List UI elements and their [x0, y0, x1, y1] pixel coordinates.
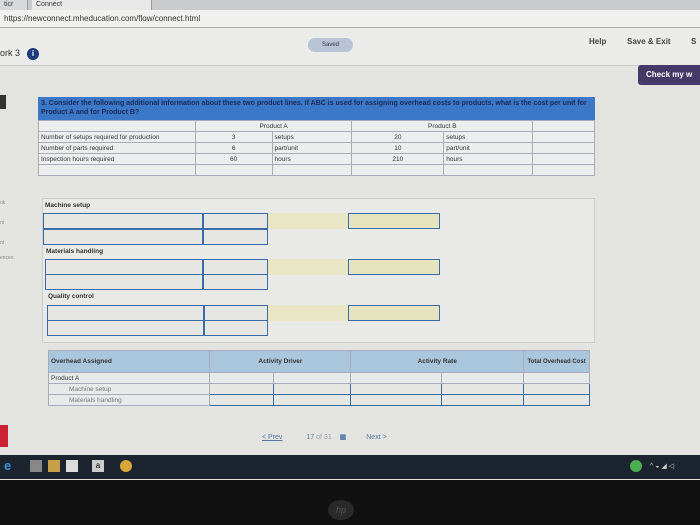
current-page: 17 — [306, 434, 315, 441]
input-field[interactable] — [273, 383, 352, 395]
next-button[interactable]: Next > — [366, 434, 387, 441]
assignment-title: ork 3 — [0, 48, 21, 58]
input-field[interactable] — [209, 383, 275, 395]
column-header: Activity Rate — [350, 350, 525, 373]
input-field[interactable] — [203, 229, 268, 245]
input-field[interactable] — [348, 305, 440, 321]
input-field[interactable] — [45, 259, 203, 275]
sidebar-item[interactable]: nt — [0, 240, 5, 246]
browser-tab[interactable]: ticr — [0, 0, 28, 10]
cell: part/unit — [271, 142, 353, 154]
input-field[interactable] — [350, 383, 442, 395]
input-field[interactable] — [43, 213, 203, 229]
store-icon[interactable] — [66, 460, 78, 472]
row-label: Inspection hours required — [38, 153, 196, 165]
input-field[interactable] — [47, 305, 204, 321]
readonly-cell — [268, 259, 348, 275]
side-tab — [0, 425, 8, 447]
prev-button[interactable]: < Prev — [262, 434, 283, 441]
taskview-icon[interactable] — [30, 460, 42, 472]
product-b-header: Product B — [351, 120, 534, 132]
row-label: Machine setup — [47, 383, 211, 395]
readonly-cell — [268, 305, 348, 321]
table-row: Inspection hours required 60 hours 210 hours — [38, 153, 595, 165]
amazon-icon[interactable]: a — [92, 460, 104, 472]
section-label: Machine setup — [45, 202, 91, 209]
grid-icon[interactable]: ▦ — [339, 434, 347, 441]
cell: 20 — [351, 131, 445, 143]
product-a-header: Product A — [194, 120, 353, 132]
info-table: Product A Product B Number of setups requ… — [38, 120, 595, 176]
tray-icon[interactable] — [630, 460, 642, 472]
input-field[interactable] — [348, 259, 440, 275]
address-bar[interactable]: https://newconnect.mheducation.com/flow/… — [0, 10, 700, 28]
sidebar-item[interactable]: nt — [0, 220, 5, 226]
cell: 6 — [194, 142, 273, 154]
page-total: of 31 — [316, 434, 332, 441]
row-label: Materials handling — [47, 394, 211, 406]
help-link[interactable]: Help — [589, 37, 607, 46]
save-exit-link[interactable]: Save & Exit — [627, 37, 671, 46]
file-explorer-icon[interactable] — [48, 460, 60, 472]
column-header: Activity Driver — [209, 350, 352, 373]
overhead-table: Overhead Assigned Activity Driver Activity… — [47, 350, 590, 406]
cell: 3 — [194, 131, 273, 143]
input-field[interactable] — [45, 274, 203, 290]
section-label: Materials handling — [46, 248, 104, 255]
input-field[interactable] — [440, 383, 525, 395]
cell: 210 — [351, 153, 445, 165]
sidebar-item[interactable]: ences — [0, 255, 14, 261]
browser-tab-strip: ticr Connect — [0, 0, 700, 10]
chrome-icon[interactable] — [120, 460, 132, 472]
cell: setups — [443, 131, 534, 143]
submit-link[interactable]: S — [691, 37, 697, 46]
column-header: Overhead Assigned — [47, 350, 211, 373]
cell: hours — [443, 153, 534, 165]
input-field[interactable] — [203, 274, 268, 290]
input-field[interactable] — [523, 383, 590, 395]
row-label: Number of setups required for production — [38, 131, 196, 143]
row-label: Number of parts required — [38, 142, 196, 154]
column-header: Total Overhead Cost — [523, 350, 590, 373]
input-field[interactable] — [523, 394, 590, 406]
readonly-cell — [268, 213, 348, 229]
cell: setups — [271, 131, 353, 143]
info-icon[interactable]: i — [27, 48, 39, 60]
table-row: Number of setups required for production… — [38, 131, 595, 143]
taskbar — [0, 455, 700, 479]
input-field[interactable] — [209, 394, 275, 406]
hp-logo: hp — [328, 500, 354, 520]
input-field[interactable] — [350, 394, 442, 406]
saved-badge: Saved — [308, 38, 353, 52]
cell: 10 — [351, 142, 445, 154]
tray-icons[interactable]: ^ ◒ ◢ ◁ — [650, 463, 675, 470]
product-label: Product A — [47, 372, 211, 384]
input-field[interactable] — [440, 394, 525, 406]
input-field[interactable] — [273, 394, 352, 406]
input-field[interactable] — [203, 259, 268, 275]
table-row: Number of parts required 6 part/unit 10 part… — [38, 142, 595, 154]
check-my-work-button[interactable]: Check my w — [638, 65, 700, 85]
input-field[interactable] — [43, 229, 203, 245]
screen: ticr Connect https://newconnect.mheducat… — [0, 0, 700, 480]
edge-icon[interactable]: e — [4, 458, 12, 473]
cell: 60 — [194, 153, 273, 165]
section-label: Quality control — [48, 293, 94, 300]
input-field[interactable] — [204, 320, 268, 336]
cell: hours — [271, 153, 353, 165]
sidebar-item[interactable]: ok — [0, 200, 6, 206]
question-marker — [0, 95, 6, 109]
cell: part/unit — [443, 142, 534, 154]
question-text: 3. Consider the following additional inf… — [38, 97, 595, 120]
pagination: < Prev 17 of 31 ▦ Next > — [262, 433, 387, 441]
input-field[interactable] — [204, 305, 268, 321]
input-field[interactable] — [348, 213, 440, 229]
input-field[interactable] — [203, 213, 268, 229]
browser-tab-active[interactable]: Connect — [32, 0, 152, 10]
input-field[interactable] — [47, 320, 204, 336]
